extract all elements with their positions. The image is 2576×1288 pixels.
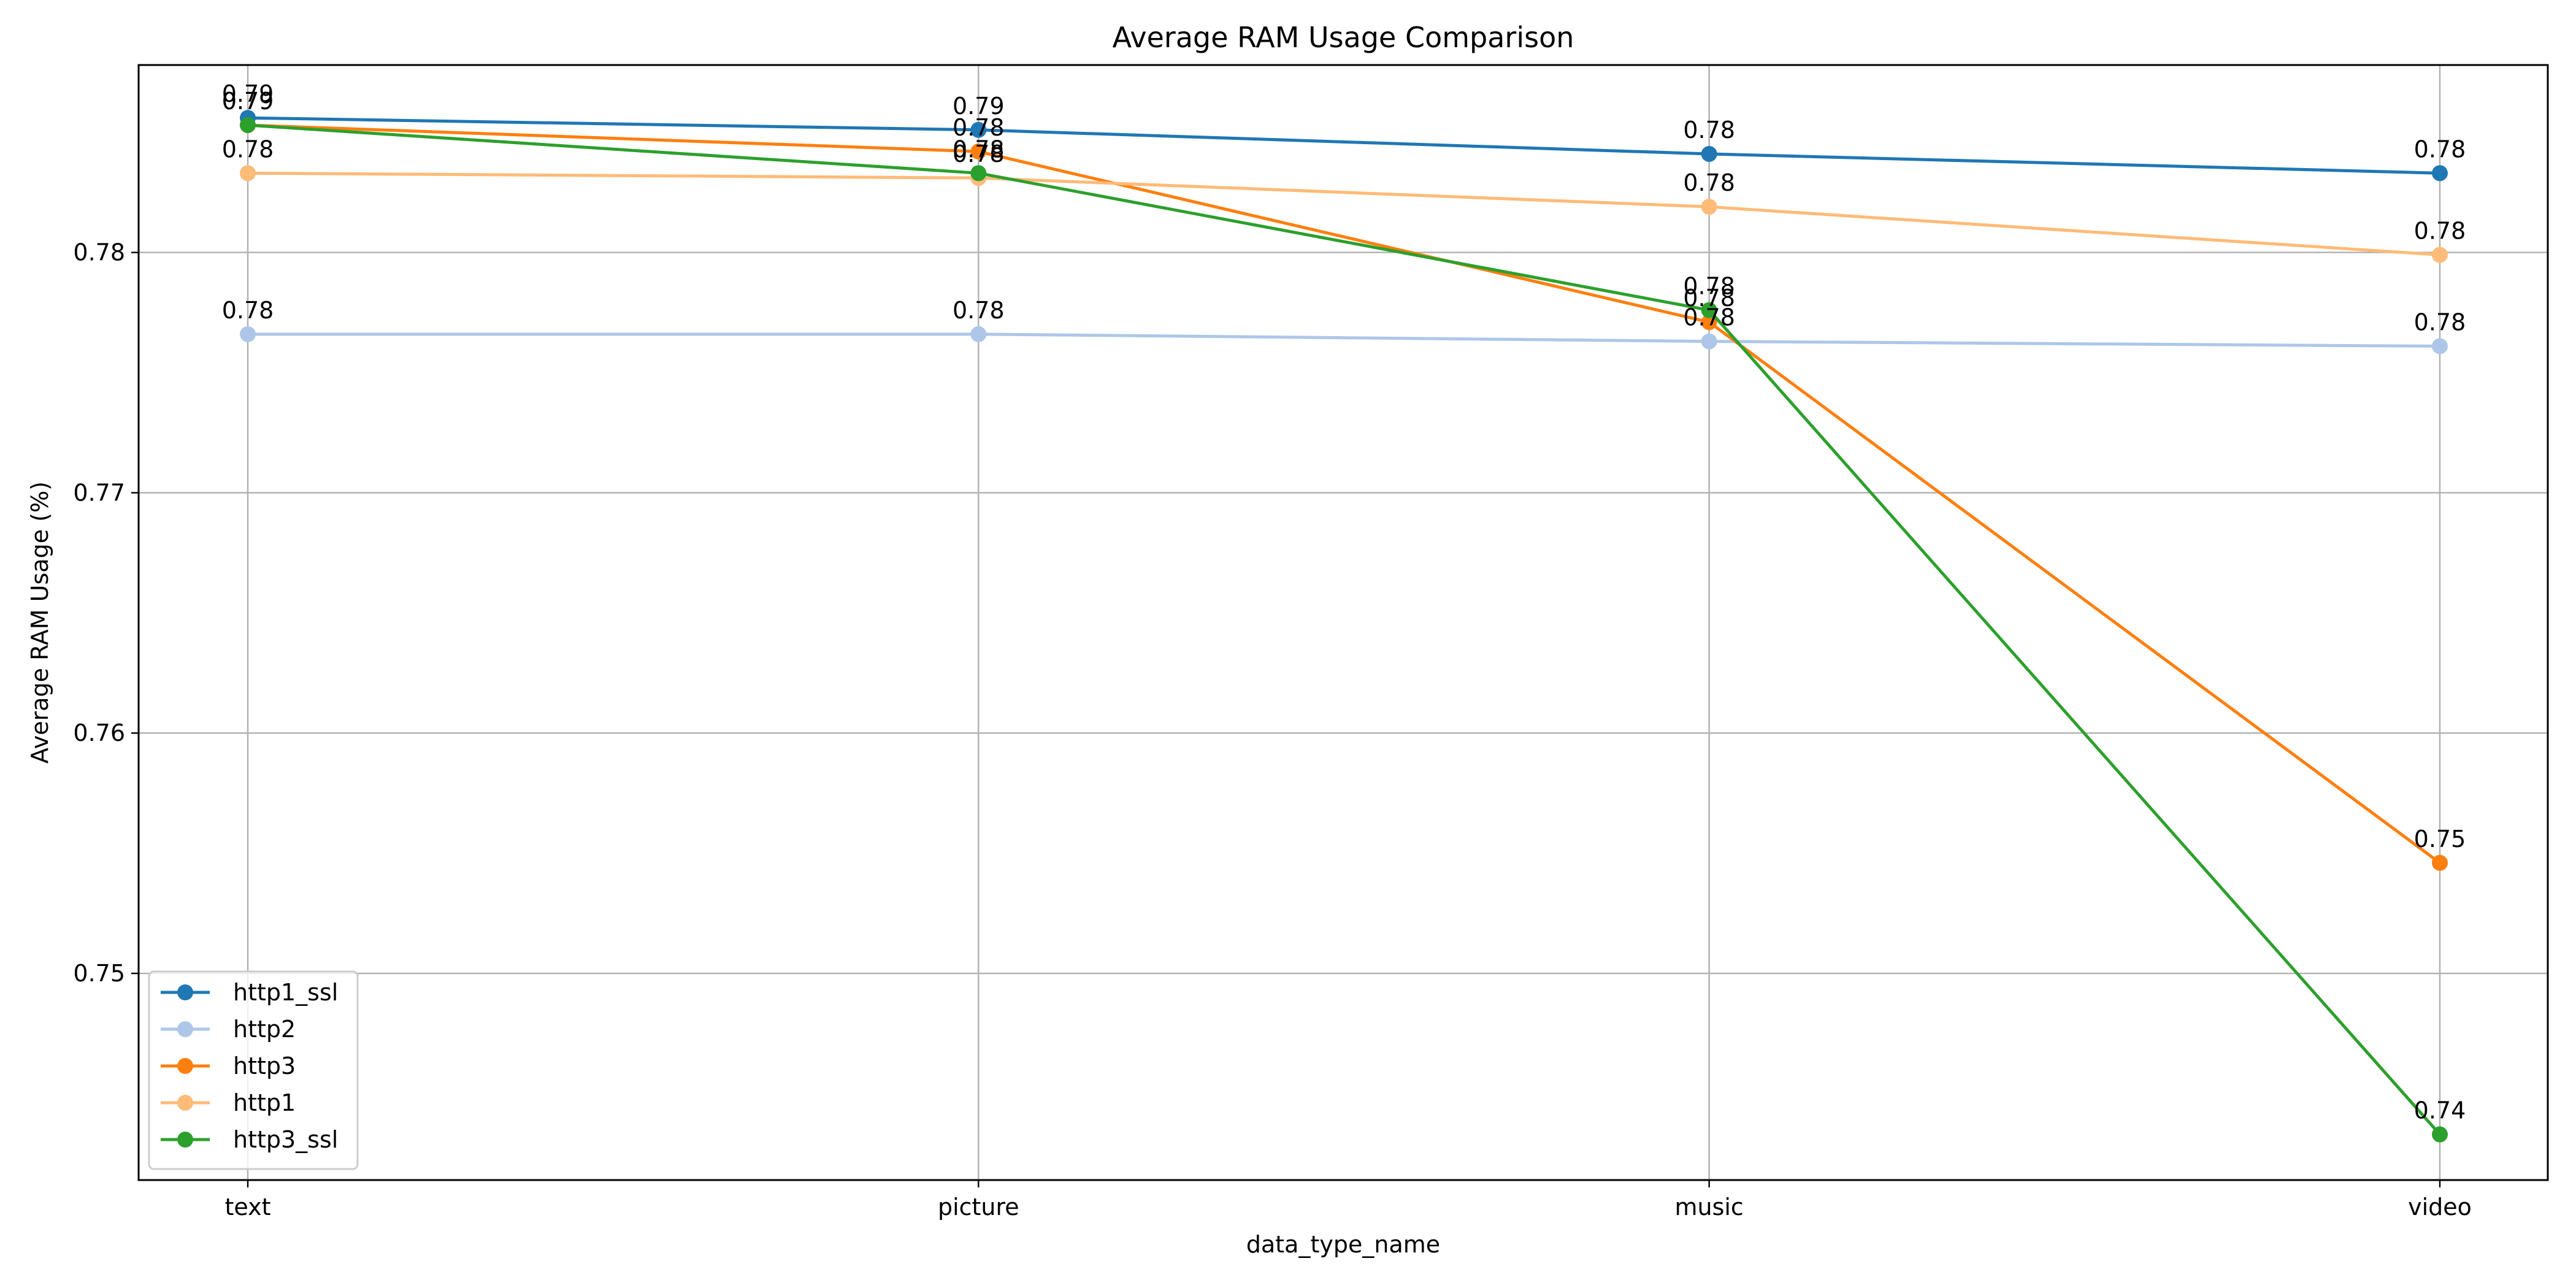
data-point-http1 [2431,247,2448,263]
series-line-http1_ssl [247,116,2440,175]
data-label-http1_ssl: 0.78 [2414,136,2466,163]
y-tick-label: 0.75 [73,960,125,987]
data-label-http3_ssl: 0.79 [222,88,274,115]
legend-marker-http1_ssl [177,984,193,1000]
legend-marker-http1 [177,1095,193,1111]
series-line-http2 [248,332,2440,348]
data-label-http3_ssl: 0.74 [2414,1097,2466,1124]
data-label-http2: 0.78 [1683,304,1735,331]
series-group [240,110,2448,1143]
series-line-http3_ssl [247,123,2441,1136]
x-tick-label: music [1674,1194,1743,1221]
data-point-http1 [240,165,256,182]
x-tick-label: picture [938,1194,1019,1221]
data-label-http2: 0.78 [222,297,274,324]
legend-label-http2: http2 [233,1016,296,1043]
data-label-http2: 0.78 [953,297,1005,324]
legend-label-http1_ssl: http1_ssl [233,979,338,1006]
data-point-http3_ssl [970,165,987,182]
legend-label-http1: http1 [233,1089,296,1116]
data-point-http3 [970,144,987,160]
data-point-http3_ssl [2431,1126,2448,1143]
data-point-http2 [970,326,987,342]
data-point-http3 [1701,314,1717,331]
legend: http1_ssl http2 http3 http1 http3_ssl [148,970,359,1170]
legend-label-http3: http3 [233,1052,296,1079]
data-label-http1_ssl: 0.78 [1683,117,1735,144]
data-point-http1_ssl [970,121,987,138]
legend-marker-http2 [177,1021,193,1037]
data-label-http1_ssl: 0.79 [953,93,1005,120]
ticks: text picture music video 0.75 0.76 0.77 0.78 [73,239,2471,1221]
data-labels: 0.79 0.790.780.780.78 0.78 0.78 0.780.790.78… [222,80,2466,1124]
legend-frame [148,970,359,1170]
x-tick-label: text [225,1194,271,1221]
data-point-http1 [1701,199,1717,215]
y-tick-label: 0.78 [73,239,125,266]
x-axis-label: data_type_name [1246,1231,1440,1258]
data-label-http3_ssl: 0.78 [1683,273,1735,300]
data-label-http2: 0.78 [2414,309,2466,335]
y-axis-label: Average RAM Usage (%) [26,481,53,764]
series-line-http1 [247,171,2440,257]
legend-label-http3_ssl: http3_ssl [233,1126,338,1153]
data-point-http2 [240,326,256,342]
data-label-http3: 0.78 [953,114,1005,141]
y-tick-label: 0.76 [73,719,125,746]
data-point-http3 [2431,854,2448,871]
legend-marker-http3 [177,1058,193,1074]
data-point-http2 [2431,338,2448,355]
x-tick-label: video [2408,1194,2472,1221]
data-point-http3_ssl [240,117,256,133]
chart-title: Average RAM Usage Comparison [1113,21,1574,54]
data-label-http1: 0.78 [953,140,1005,167]
series-line-http3 [247,123,2441,864]
data-label-http1: 0.78 [2414,218,2466,245]
data-point-http2 [1701,333,1717,350]
data-label-http3: 0.79 [222,88,274,115]
data-label-http3_ssl: 0.78 [953,136,1005,163]
data-label-http3: 0.78 [1683,285,1735,312]
data-label-http1: 0.78 [1683,169,1735,196]
plot-frame [137,64,2549,1181]
data-point-http1_ssl [1701,145,1717,162]
legend-marker-http3_ssl [177,1132,193,1148]
data-label-http1: 0.78 [222,136,274,163]
data-point-http3_ssl [1701,302,1717,318]
data-label-http1_ssl: 0.79 [222,80,274,107]
y-tick-label: 0.77 [73,479,125,506]
data-label-http3: 0.75 [2414,826,2466,853]
data-point-http1_ssl [2431,165,2448,182]
